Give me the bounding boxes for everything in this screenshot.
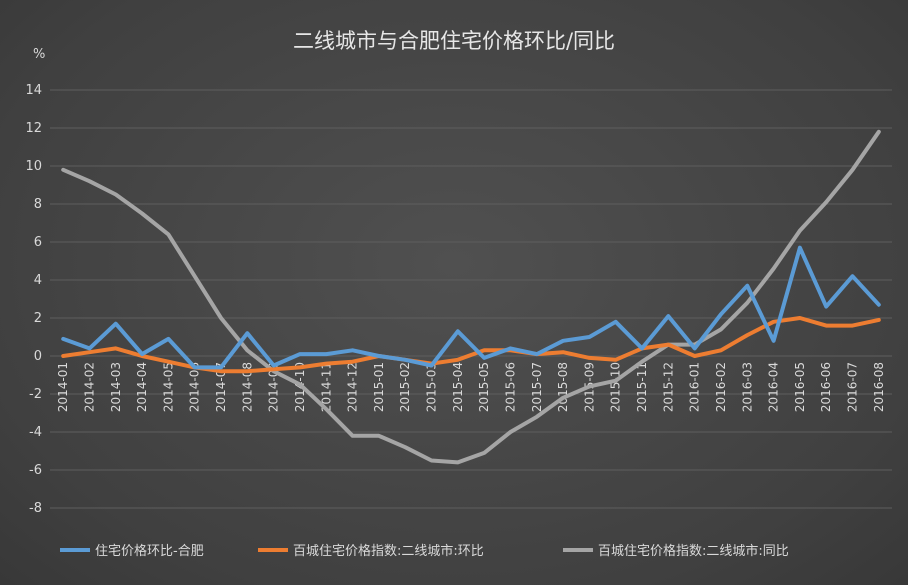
- x-tick-label: 2015-08: [556, 362, 570, 412]
- x-tick-label: 2014-01: [56, 362, 70, 412]
- chart-title: 二线城市与合肥住宅价格环比/同比: [293, 29, 615, 53]
- x-tick-label: 2014-04: [135, 362, 149, 412]
- x-tick-label: 2014-02: [82, 362, 96, 412]
- series-line: [61, 129, 881, 465]
- y-tick-label: 12: [25, 121, 42, 136]
- x-tick-label: 2015-02: [398, 362, 412, 412]
- x-tick-label: 2016-07: [846, 362, 860, 412]
- x-tick-label: 2014-08: [240, 362, 254, 412]
- x-tick-label: 2015-06: [503, 362, 517, 412]
- y-tick-label: -8: [29, 501, 42, 516]
- y-tick-label: 2: [34, 311, 42, 326]
- gridlines: [50, 89, 892, 509]
- legend: 住宅价格环比-合肥 百城住宅价格指数:二线城市:环比 百城住宅价格指数:二线城市:同…: [60, 543, 789, 559]
- legend-label: 百城住宅价格指数:二线城市:同比: [598, 543, 789, 559]
- x-tick-label: 2016-03: [740, 362, 754, 412]
- y-tick-label: 6: [34, 235, 42, 250]
- legend-label: 百城住宅价格指数:二线城市:环比: [293, 543, 484, 559]
- x-tick-label: 2014-06: [188, 362, 202, 412]
- y-tick-label: 14: [25, 83, 42, 98]
- x-tick-label: 2015-11: [635, 362, 649, 412]
- x-tick-label: 2016-04: [767, 362, 781, 412]
- x-tick-label: 2015-10: [609, 362, 623, 412]
- x-tick-label: 2015-12: [661, 362, 675, 412]
- x-tick-label: 2014-03: [109, 362, 123, 412]
- x-tick-label: 2016-02: [714, 362, 728, 412]
- y-tick-label: -4: [29, 425, 42, 440]
- x-tick-label: 2015-04: [451, 362, 465, 412]
- x-tick-label: 2014-07: [214, 362, 228, 412]
- series-line: [61, 245, 881, 370]
- y-tick-label: 10: [25, 159, 42, 174]
- x-tick-label: 2016-01: [688, 362, 702, 412]
- y-tick-label: 4: [34, 273, 42, 288]
- x-tick-label: 2015-05: [477, 362, 491, 412]
- series-lines: [61, 129, 881, 465]
- x-axis-ticks: 2014-01 2014-02 2014-03 2014-04 2014-05 2014-…: [56, 362, 886, 412]
- x-tick-label: 2014-05: [161, 362, 175, 412]
- y-tick-label: -2: [29, 387, 42, 402]
- x-tick-label: 2014-11: [319, 362, 333, 412]
- y-axis-unit: %: [33, 47, 45, 62]
- x-tick-label: 2014-12: [346, 362, 360, 412]
- x-tick-label: 2015-03: [425, 362, 439, 412]
- y-axis-ticks: 14 12 10 8 6 4 2 0 -2 -4 -6 -8: [25, 83, 42, 516]
- x-tick-label: 2016-08: [872, 362, 886, 412]
- x-tick-label: 2016-06: [819, 362, 833, 412]
- x-tick-label: 2015-07: [530, 362, 544, 412]
- x-tick-label: 2015-01: [372, 362, 386, 412]
- y-tick-label: -6: [29, 463, 42, 478]
- x-tick-label: 2016-05: [793, 362, 807, 412]
- legend-label: 住宅价格环比-合肥: [95, 543, 204, 559]
- y-tick-label: 0: [34, 349, 42, 364]
- y-tick-label: 8: [34, 197, 42, 212]
